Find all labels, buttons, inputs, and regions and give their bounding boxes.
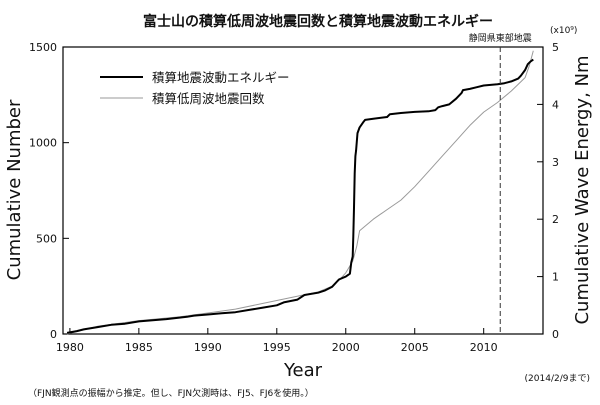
event-marker-label: 静岡県東部地震: [469, 32, 532, 44]
x-tick-label: 2000: [332, 341, 360, 354]
legend-label-count: 積算低周波地震回数: [152, 91, 265, 106]
series-line-energy: [66, 58, 534, 334]
plot-frame: [62, 46, 544, 335]
x-tick-label: 1990: [194, 341, 222, 354]
x-tick-label: 2010: [470, 341, 498, 354]
date-note: (2014/2/9まで): [525, 373, 590, 384]
y-left-tick-label: 0: [50, 328, 57, 341]
x-tick-label: 2005: [401, 341, 429, 354]
y-right-tick-label: 0: [552, 328, 559, 341]
y-left-tick-label: 1500: [29, 41, 57, 54]
chart-title: 富士山の積算低周波地震回数と積算地震波動エネルギー: [143, 13, 493, 30]
y-right-tick-label: 3: [552, 156, 559, 169]
legend: 積算地震波動エネルギー 積算低周波地震回数: [100, 70, 290, 106]
x-tick-label: 1980: [56, 341, 84, 354]
y-right-axis-ticks: 0 1 2 3 4 5: [537, 41, 559, 341]
x-axis-label: Year: [283, 360, 323, 381]
y-left-tick-label: 1000: [29, 137, 57, 150]
y-left-axis-label: Cumulative Number: [4, 99, 25, 280]
y-right-tick-label: 1: [552, 271, 559, 284]
x-axis-ticks: 1980 1985 1990 1995 2000 2005 2010: [56, 328, 498, 354]
y-right-axis-label: Cumulative Wave Energy, Nm: [572, 55, 593, 324]
x-tick-label: 1985: [125, 341, 153, 354]
legend-label-energy: 積算地震波動エネルギー: [152, 70, 290, 85]
y-right-tick-label: 2: [552, 213, 559, 226]
y-right-tick-label: 5: [552, 41, 559, 54]
event-marker: 静岡県東部地震: [469, 32, 532, 334]
series-line-count: [66, 50, 534, 335]
footnote: （FJN観測点の振幅から推定。但し、FJN欠測時は、FJ5、FJ6を使用。）: [28, 387, 314, 399]
x-tick-label: 1995: [263, 341, 291, 354]
series-layer: [66, 50, 534, 335]
y-left-axis-ticks: 0 500 1000 1500: [29, 41, 69, 341]
y-right-tick-label: 4: [552, 98, 559, 111]
y-left-tick-label: 500: [36, 232, 57, 245]
right-axis-multiplier: (x10⁹): [550, 26, 577, 36]
